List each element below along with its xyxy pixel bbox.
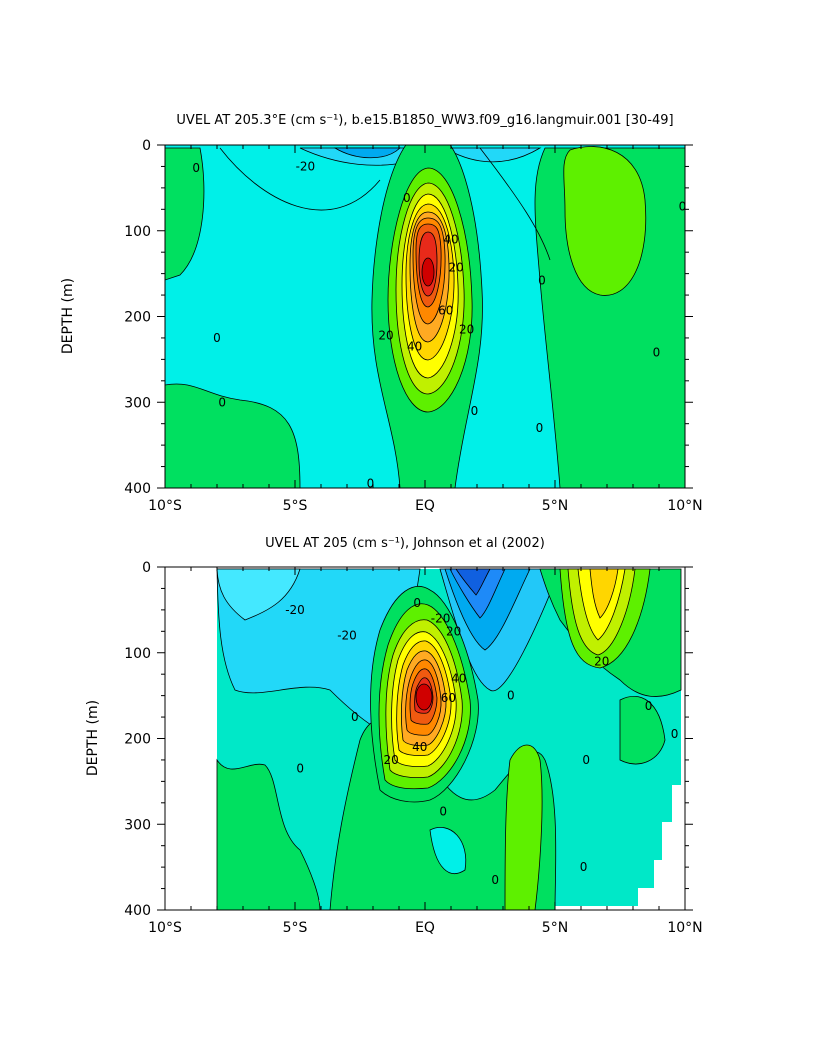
contour-label: 20 [378, 328, 393, 342]
top-jet-core [421, 257, 435, 287]
bottom-y-axis-label: DEPTH (m) [85, 700, 101, 776]
contour-label: 0 [351, 710, 359, 724]
x-tick-label: EQ [415, 920, 435, 936]
contour-label: 0 [538, 273, 546, 287]
bottom-panel-title: UVEL AT 205 (cm s⁻¹), Johnson et al (200… [265, 536, 545, 551]
top-negative-core [333, 147, 402, 159]
top-x-tick-labels: 10°S 5°S EQ 5°N 10°N [148, 498, 703, 514]
bottom-panel: UVEL AT 205 (cm s⁻¹), Johnson et al (200… [85, 536, 703, 936]
contour-label: 0 [645, 699, 653, 713]
contour-label: 0 [413, 596, 421, 610]
bottom-neg-west-inner [216, 568, 301, 621]
contour-label: 0 [491, 873, 499, 887]
y-tick-label: 0 [142, 560, 151, 576]
bottom-mid-10 [504, 744, 543, 910]
top-axis-ticks [157, 144, 693, 489]
y-tick-label: 400 [124, 481, 151, 497]
x-tick-label: 5°N [542, 920, 568, 936]
contour-label: 0 [367, 477, 375, 491]
top-panel: UVEL AT 205.3°E (cm s⁻¹), b.e15.B1850_WW… [60, 113, 703, 514]
contour-label: -20 [337, 629, 357, 643]
contour-label: -20 [431, 611, 451, 625]
x-tick-label: 10°N [667, 498, 702, 514]
x-tick-label: 5°N [542, 498, 568, 514]
contour-label: 20 [446, 624, 461, 638]
contour-label: 0 [580, 860, 588, 874]
contour-label: 20 [384, 753, 399, 767]
bottom-east-blotch [619, 696, 666, 765]
x-tick-label: 10°S [148, 498, 182, 514]
bottom-axis-ticks [157, 566, 693, 911]
y-tick-label: 0 [142, 138, 151, 154]
contour-label: 0 [507, 689, 515, 703]
bottom-x-tick-labels: 10°S 5°S EQ 5°N 10°N [148, 920, 703, 936]
contour-label: 40 [451, 671, 466, 685]
contour-label: 20 [594, 654, 609, 668]
y-tick-label: 200 [124, 310, 151, 326]
x-tick-label: 10°S [148, 920, 182, 936]
contour-label: 40 [443, 232, 458, 246]
top-sw-positive [165, 383, 301, 488]
top-y-tick-labels: 0 100 200 300 400 [124, 138, 151, 497]
y-tick-label: 100 [124, 646, 151, 662]
bottom-east-40 [589, 568, 619, 619]
contour-label: 0 [218, 395, 226, 409]
contour-label: 0 [671, 727, 679, 741]
y-tick-label: 300 [124, 817, 151, 833]
x-tick-label: EQ [415, 498, 435, 514]
contour-label: 0 [213, 331, 221, 345]
contour-label: -20 [296, 159, 316, 173]
contour-label: 20 [459, 322, 474, 336]
contour-label: 60 [441, 691, 456, 705]
y-tick-label: 200 [124, 732, 151, 748]
top-panel-title: UVEL AT 205.3°E (cm s⁻¹), b.e15.B1850_WW… [176, 113, 673, 128]
contour-label: 40 [412, 740, 427, 754]
top-east-10 [563, 146, 647, 296]
x-tick-label: 5°S [283, 498, 308, 514]
top-y-axis-label: DEPTH (m) [60, 278, 76, 354]
contour-label: -20 [285, 603, 305, 617]
x-tick-label: 5°S [283, 920, 308, 936]
contour-label: 0 [296, 762, 304, 776]
x-tick-label: 10°N [667, 920, 702, 936]
contour-label: 40 [407, 340, 422, 354]
bottom-jet-core [415, 683, 433, 711]
contour-label: 0 [679, 200, 687, 214]
bottom-neg-east-core [455, 568, 491, 596]
top-contour-labels: -20 0 0 0 40 20 0 60 20 40 20 0 0 0 0 0 0 [192, 159, 687, 491]
y-tick-label: 400 [124, 903, 151, 919]
bottom-contour-field [216, 568, 682, 910]
bottom-sw-positive [216, 758, 321, 910]
contour-label: 0 [536, 421, 544, 435]
top-contour-line [479, 147, 551, 261]
y-tick-label: 100 [124, 224, 151, 240]
contour-label: 0 [439, 804, 447, 818]
contour-label: 60 [438, 303, 453, 317]
contour-label: 0 [582, 753, 590, 767]
bottom-deep-blotch [429, 827, 467, 874]
contour-label: 0 [403, 191, 411, 205]
contour-label: 20 [449, 261, 464, 275]
contour-label: 0 [192, 161, 200, 175]
top-contour-line [219, 147, 381, 211]
bottom-y-tick-labels: 0 100 200 300 400 [124, 560, 151, 919]
y-tick-label: 300 [124, 395, 151, 411]
top-west-positive [165, 147, 205, 281]
contour-label: 0 [653, 346, 661, 360]
top-contour-field [165, 145, 685, 488]
contour-label: 0 [471, 404, 479, 418]
